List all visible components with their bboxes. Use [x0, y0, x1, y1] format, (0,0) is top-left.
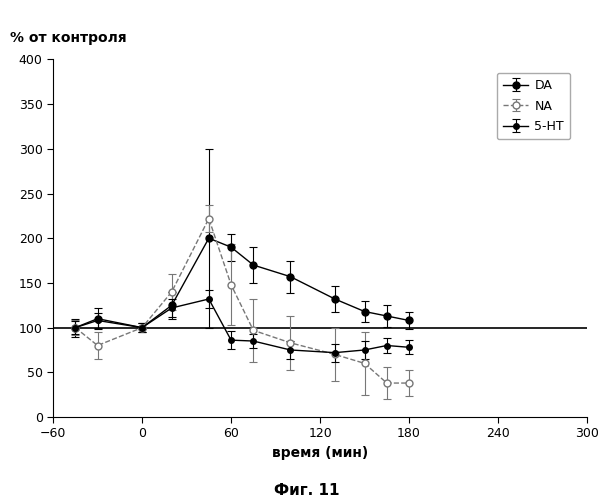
Legend: DA, NA, 5-HT: DA, NA, 5-HT [497, 73, 570, 140]
X-axis label: время (мин): время (мин) [272, 446, 368, 460]
Text: % от контроля: % от контроля [10, 31, 127, 45]
Text: Фиг. 11: Фиг. 11 [274, 483, 340, 498]
